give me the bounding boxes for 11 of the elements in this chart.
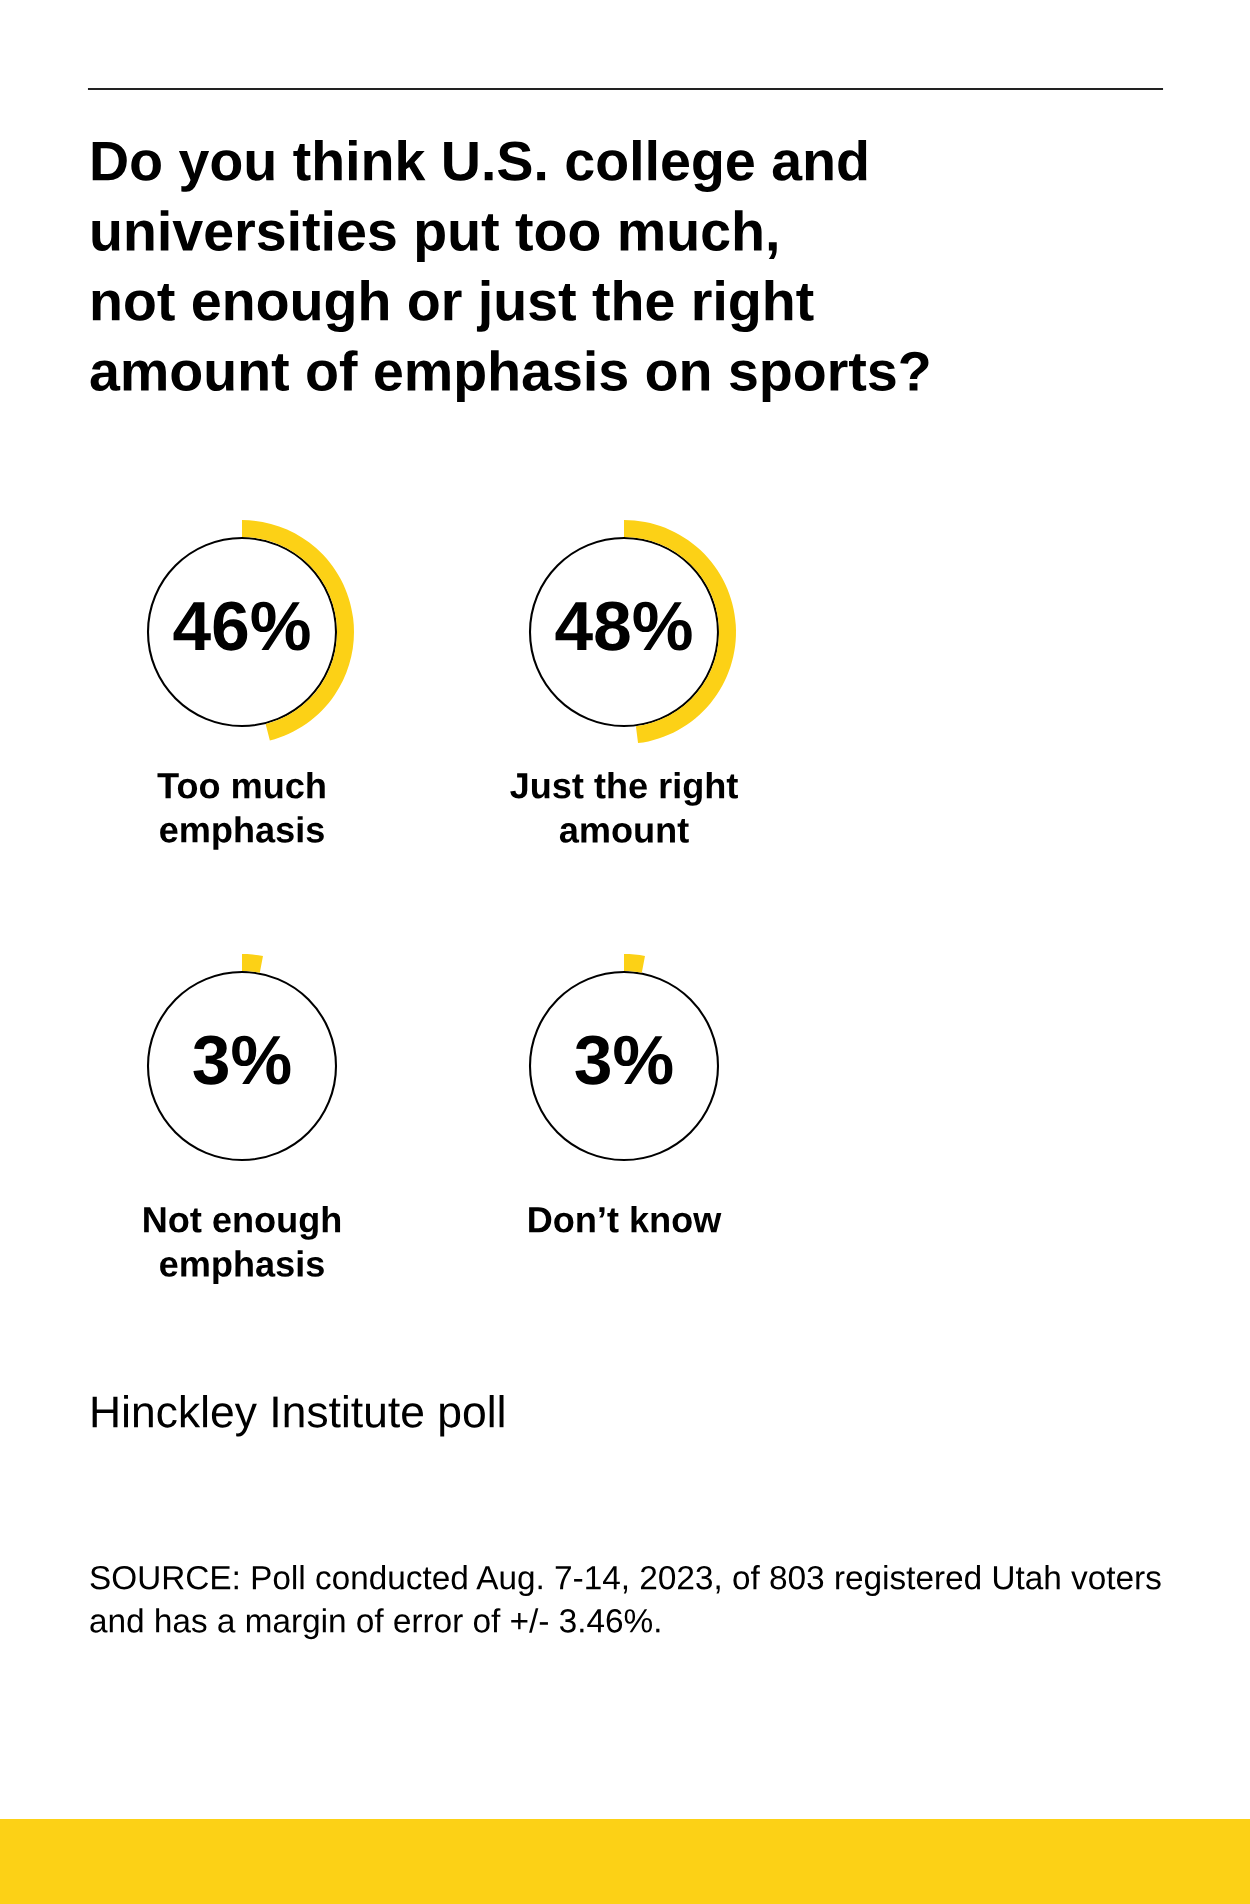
data-label: 46% [173, 601, 310, 651]
text: Too much emphasis [157, 772, 325, 850]
data-label: 3% [575, 1035, 673, 1085]
text: Do you think U.S. college and universities put too much, not enough or just the right amount of emphasis on sports? [90, 140, 929, 402]
text: Not enough emphasis [144, 1206, 341, 1284]
text: Hinckley Institute poll [92, 1395, 504, 1437]
source-note: SOURCE: Poll conducted Aug. 7-14, 2023, of 803 registered Utah voters and has a margin of error of +/- 3.46%. [90, 1565, 1161, 1640]
text: Just the right amount [510, 772, 738, 843]
text: Don’t know [529, 1206, 722, 1233]
data-label: 3% [193, 1035, 291, 1085]
data-label: 48% [555, 601, 692, 651]
